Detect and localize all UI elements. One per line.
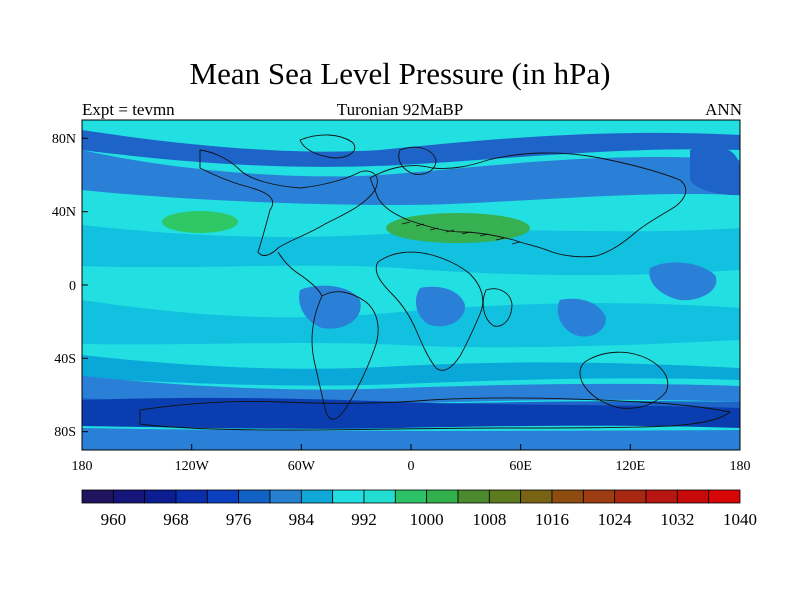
colorbar <box>81 489 741 504</box>
lon-tick-label: 0 <box>408 459 415 474</box>
field-band-992-south <box>82 355 740 386</box>
colorbar-swatch <box>238 489 271 504</box>
colorbar-label: 1000 <box>410 510 444 529</box>
colorbar-swatch <box>520 489 553 504</box>
coastlines <box>139 134 732 431</box>
colorbar-swatch <box>645 489 678 504</box>
coastline-tethys-islands <box>401 221 521 245</box>
lon-tick-label: 60E <box>509 459 532 474</box>
field-low-tethys <box>415 286 466 327</box>
colorbar-swatch <box>488 489 522 504</box>
experiment-label: Expt = tevmn <box>82 100 175 119</box>
colorbar-swatch <box>175 489 208 504</box>
colorbar-swatch <box>551 489 584 504</box>
field-band-996-north <box>82 225 740 276</box>
colorbar-swatch <box>269 489 302 504</box>
coastline-australia <box>579 351 669 409</box>
field-low-indian <box>557 298 606 337</box>
field-low-northeast <box>690 146 740 196</box>
colorbar-label: 1016 <box>535 510 569 529</box>
coastline-north-america <box>199 149 378 256</box>
field-band-988-north <box>82 150 740 205</box>
colorbar-swatch <box>676 489 710 504</box>
lon-tick-label: 180 <box>72 459 93 474</box>
coastline-south-america <box>311 291 379 420</box>
colorbar-swatch <box>300 489 334 504</box>
coastline-antarctica <box>139 397 732 431</box>
colorbar-label: 992 <box>351 510 377 529</box>
colorbar-swatch <box>708 489 741 504</box>
coastline-africa <box>375 251 484 371</box>
colorbar-swatch <box>144 489 177 504</box>
coastline-arctic-islands <box>299 134 356 159</box>
coastline-central-america <box>277 251 323 297</box>
field-band-980-south <box>82 397 740 429</box>
pressure-field <box>82 120 740 450</box>
colorbar-swatch <box>457 489 490 504</box>
colorbar-label: 968 <box>163 510 189 529</box>
colorbar-swatch <box>614 489 647 504</box>
colorbar-swatch <box>394 489 428 504</box>
coastline-greenland <box>398 146 437 175</box>
axis-ticks <box>81 137 741 450</box>
coastline-india <box>482 288 513 327</box>
field-low-pacific <box>649 262 717 301</box>
coastline-europe-asia <box>369 152 687 258</box>
lon-labels: 180 120W 60W 0 60E 120E 180 <box>72 459 751 474</box>
lon-tick-label: 120E <box>616 459 646 474</box>
field-band-984-north <box>82 130 740 167</box>
colorbar-swatch <box>582 489 616 504</box>
colorbar-swatch <box>363 489 396 504</box>
colorbar-label: 1008 <box>472 510 506 529</box>
colorbar-label: 984 <box>289 510 315 529</box>
colorbar-label: 1024 <box>598 510 633 529</box>
lat-tick-label: 40N <box>52 205 76 220</box>
lat-tick-label: 80N <box>52 132 76 147</box>
colorbar-label: 976 <box>226 510 252 529</box>
lat-labels: 80N 40N 0 40S 80S <box>52 132 76 440</box>
colorbar-swatch <box>332 489 365 504</box>
lon-tick-label: 120W <box>175 459 210 474</box>
colorbar-label: 1032 <box>660 510 694 529</box>
colorbar-swatch <box>112 489 146 504</box>
colorbar-labels: 960 968 976 984 992 1000 1008 1016 1024 1032 1040 <box>101 510 757 529</box>
field-band-988-pole <box>82 428 740 450</box>
colorbar-swatch <box>206 489 240 504</box>
season-label: ANN <box>705 100 742 119</box>
map-title: Mean Sea Level Pressure (in hPa) <box>189 56 611 91</box>
colorbar-swatch <box>426 489 459 504</box>
colorbar-label: 960 <box>101 510 127 529</box>
lat-tick-label: 80S <box>54 425 76 440</box>
field-high-pacific <box>162 211 238 233</box>
colorbar-label: 1040 <box>723 510 757 529</box>
period-label: Turonian 92MaBP <box>336 100 464 119</box>
lat-tick-label: 0 <box>69 279 76 294</box>
lon-tick-label: 180 <box>730 459 751 474</box>
lon-tick-label: 60W <box>288 459 316 474</box>
lat-tick-label: 40S <box>54 352 76 367</box>
colorbar-swatch <box>81 489 114 504</box>
